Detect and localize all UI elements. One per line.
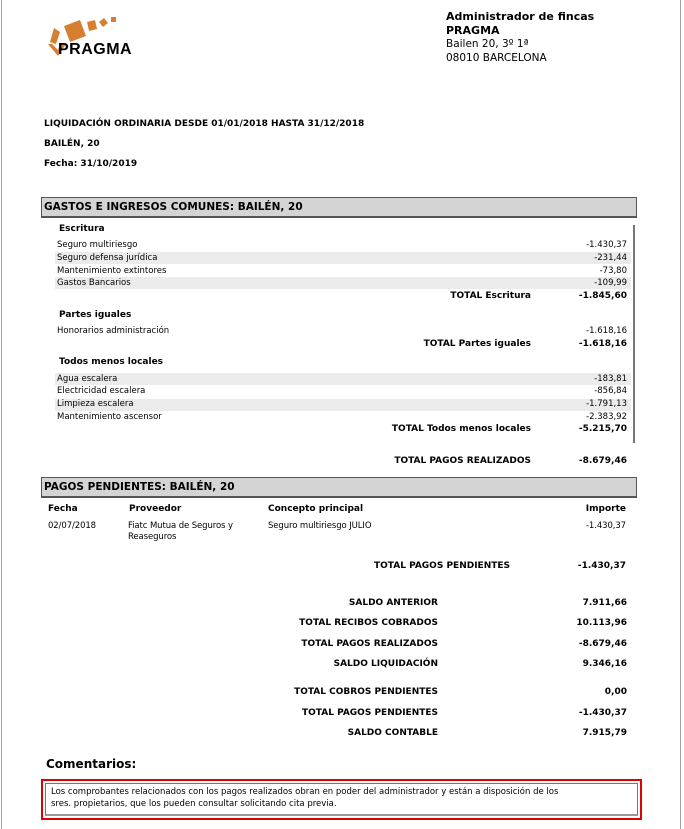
admin-name: PRAGMA	[446, 24, 500, 37]
section-header-pendientes: PAGOS PENDIENTES: BAILÉN, 20	[41, 477, 637, 498]
divider	[633, 225, 635, 443]
column-header-importe: Importe	[585, 504, 626, 514]
logo-text: PRAGMA	[58, 41, 133, 58]
summary-value: 10.113,96	[576, 618, 627, 628]
doc-date: Fecha: 31/10/2019	[44, 159, 138, 169]
group-total-label: TOTAL Partes iguales	[423, 339, 531, 349]
row-shade	[55, 399, 631, 411]
expense-label: Gastos Bancarios	[57, 278, 131, 288]
expense-label: Mantenimiento extintores	[57, 266, 167, 276]
summary-label: TOTAL COBROS PENDIENTES	[294, 687, 438, 697]
expense-value: -183,81	[594, 374, 627, 384]
summary-label: SALDO LIQUIDACIÓN	[333, 659, 438, 669]
expense-value: -1.618,16	[586, 326, 627, 336]
row-shade	[55, 277, 631, 289]
admin-address: Bailen 20, 3º 1ª	[446, 38, 529, 50]
row-shade	[55, 252, 631, 264]
comments-line: Los comprobantes relacionados con los pa…	[51, 787, 559, 797]
summary-value: 0,00	[604, 687, 627, 697]
admin-city: 08010 BARCELONA	[446, 52, 547, 64]
section-header-gastos: GASTOS E INGRESOS COMUNES: BAILÉN, 20	[41, 197, 637, 218]
summary-label: TOTAL RECIBOS COBRADOS	[299, 618, 438, 628]
group-title: Todos menos locales	[59, 357, 164, 367]
comments-title: Comentarios:	[46, 757, 137, 771]
expense-label: Mantenimiento ascensor	[57, 412, 162, 422]
doc-title: LIQUIDACIÓN ORDINARIA DESDE 01/01/2018 H…	[44, 119, 365, 129]
expense-label: Honorarios administración	[57, 326, 170, 336]
summary-label: SALDO ANTERIOR	[348, 598, 438, 608]
doc-building: BAILÉN, 20	[44, 139, 100, 149]
group-total-value: -1.845,60	[578, 291, 627, 301]
summary-label: SALDO CONTABLE	[347, 728, 438, 738]
logo: PRAGMA	[46, 14, 181, 62]
summary-value: 7.911,66	[582, 598, 627, 608]
summary-value: -8.679,46	[578, 639, 627, 649]
cell-fecha: 02/07/2018	[48, 521, 96, 531]
total-pagos-realizados-label: TOTAL PAGOS REALIZADOS	[394, 456, 531, 466]
summary-value: -1.430,37	[578, 708, 627, 718]
total-pagos-realizados-value: -8.679,46	[578, 456, 627, 466]
expense-label: Seguro multiriesgo	[57, 240, 138, 250]
column-header-fecha: Fecha	[48, 504, 78, 514]
group-total-value: -1.618,16	[578, 339, 627, 349]
summary-value: 9.346,16	[582, 659, 627, 669]
total-pendientes-value: -1.430,37	[577, 561, 626, 571]
expense-value: -73,80	[599, 266, 627, 276]
expense-label: Agua escalera	[57, 374, 118, 384]
expense-value: -2.383,92	[586, 412, 627, 422]
group-total-label: TOTAL Todos menos locales	[391, 424, 531, 434]
row-shade	[55, 373, 631, 385]
expense-label: Electricidad escalera	[57, 386, 146, 396]
expense-value: -1.791,13	[586, 399, 627, 409]
summary-value: 7.915,79	[582, 728, 627, 738]
expense-value: -1.430,37	[586, 240, 627, 250]
admin-title: Administrador de fincas	[446, 10, 595, 23]
group-title: Partes iguales	[59, 310, 132, 320]
summary-label: TOTAL PAGOS REALIZADOS	[301, 639, 438, 649]
expense-value: -856,84	[594, 386, 627, 396]
comments-box: Los comprobantes relacionados con los pa…	[41, 779, 642, 820]
column-header-concepto: Concepto principal	[268, 504, 364, 514]
group-total-value: -5.215,70	[578, 424, 627, 434]
expense-label: Limpieza escalera	[57, 399, 134, 409]
cell-importe: -1.430,37	[585, 521, 626, 531]
expense-value: -109,99	[594, 278, 627, 288]
comments-text: Los comprobantes relacionados con los pa…	[45, 783, 638, 816]
cell-concepto: Seguro multiriesgo JULIO	[268, 521, 372, 531]
total-pendientes-label: TOTAL PAGOS PENDIENTES	[374, 561, 510, 571]
group-total-label: TOTAL Escritura	[450, 291, 531, 301]
group-title: Escritura	[59, 224, 105, 234]
expense-value: -231,44	[594, 253, 627, 263]
summary-label: TOTAL PAGOS PENDIENTES	[302, 708, 438, 718]
expense-label: Seguro defensa jurídica	[57, 253, 158, 263]
comments-line: sres. propietarios, que los pueden consu…	[51, 799, 337, 809]
cell-proveedor: Fiatc Mutua de Seguros y	[128, 521, 233, 531]
column-header-proveedor: Proveedor	[129, 504, 182, 514]
cell-proveedor-line2: Reaseguros	[128, 532, 177, 542]
